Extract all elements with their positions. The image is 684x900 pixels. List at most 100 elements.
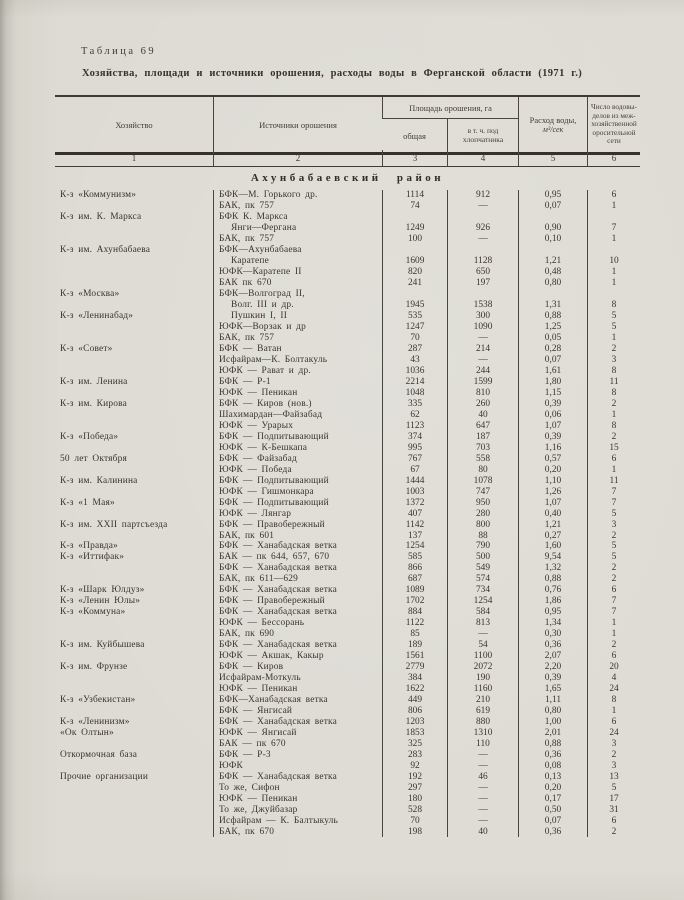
farm-name-cell <box>55 618 213 629</box>
table-row: Янги—Фергана 1249 926 0,90 7 <box>55 222 640 234</box>
cotton-area-cell: — <box>447 804 518 816</box>
table-row: К-з «Совет» БФК — Ватан 287 214 0,28 2 <box>55 343 640 355</box>
farm-name-cell: К-з «Победа» <box>60 431 119 442</box>
outlets-count-cell: 2 <box>587 398 640 410</box>
column-number-4: 4 <box>447 150 518 166</box>
irrigation-source-cell: БФК — Р-3 <box>213 749 382 761</box>
water-flow-cell: 1,07 <box>518 497 587 509</box>
cotton-area-cell: 1254 <box>447 595 518 607</box>
total-area-cell: 528 <box>382 804 447 816</box>
farm-name-cell <box>55 409 213 420</box>
total-area-cell: 287 <box>382 343 447 355</box>
water-flow-cell: 1,11 <box>518 694 587 706</box>
table-row: К-з «1 Мая» БФК — Подпитывающий 1372 950… <box>55 497 640 509</box>
header-total-area-column: общая <box>403 130 426 141</box>
total-area-cell: 325 <box>382 738 447 750</box>
outlets-count-cell: 2 <box>587 530 640 541</box>
farm-name-cell: К-з «Правда» <box>60 541 118 552</box>
total-area-cell: 1247 <box>382 321 447 333</box>
header-water-flow-label: Расход воды, <box>529 114 577 125</box>
outlets-count-cell: 24 <box>587 683 640 695</box>
water-flow-cell: 1,07 <box>518 420 587 432</box>
farm-name-cell: К-з им. Кирова <box>60 398 127 409</box>
outlets-count-cell: 8 <box>587 694 640 706</box>
irrigation-source-cell: БФК — Подпитывающий <box>213 431 382 443</box>
table-row: То же, Сифон 297 — 0,20 5 <box>55 782 640 794</box>
outlets-count-cell: 7 <box>587 222 640 234</box>
irrigation-source-cell: ЮФК — Пеникан <box>213 793 382 805</box>
farm-name-cell: К-з «Коммунизм» <box>60 190 137 201</box>
table-row: ЮФК — Гишмонкара 1003 747 1,26 7 <box>55 486 640 498</box>
table-row: ЮФК — Лянгар 407 280 0,40 5 <box>55 508 640 520</box>
farm-name-cell <box>55 234 213 245</box>
cotton-area-cell: — <box>447 760 518 772</box>
total-area-cell: 407 <box>382 508 447 520</box>
cotton-area-cell: 88 <box>447 530 518 541</box>
farm-name-cell: Откормочная база <box>60 749 138 760</box>
total-area-cell: 585 <box>382 551 447 563</box>
water-flow-cell: 0,36 <box>518 749 587 761</box>
outlets-count-cell: 11 <box>587 376 640 388</box>
cotton-area-cell: 800 <box>447 519 518 531</box>
outlets-count-cell: 10 <box>587 255 640 267</box>
total-area-cell <box>382 211 447 223</box>
total-area-cell: 449 <box>382 694 447 706</box>
header-water-flow-column: Расход воды, м³/сек <box>518 97 587 152</box>
irrigation-source-cell: ЮФК — Бессорань <box>213 617 382 629</box>
total-area-cell: 1945 <box>382 299 447 311</box>
total-area-cell: 1249 <box>382 222 447 234</box>
farm-name-cell: К-з «Узбекистан» <box>60 695 136 706</box>
water-flow-cell: 0,40 <box>518 508 587 520</box>
irrigation-source-cell: Шахимардан—Файзабад <box>213 409 382 421</box>
cotton-area-cell: — <box>447 749 518 761</box>
water-flow-cell: 0,76 <box>518 584 587 596</box>
total-area-cell: 806 <box>382 705 447 717</box>
farm-name-cell <box>55 738 213 749</box>
header-irrigation-sources-column: Источники орошения <box>213 97 382 152</box>
outlets-count-cell: 2 <box>587 826 640 838</box>
farm-name-cell: К-з им. К. Маркса <box>60 212 142 223</box>
irrigation-source-cell: БАК, пк 757 <box>213 233 382 245</box>
outlets-count-cell: 17 <box>587 793 640 805</box>
outlets-count-cell: 2 <box>587 639 640 651</box>
water-flow-cell: 2,01 <box>518 727 587 739</box>
table-row: ЮФК — Пеникан 1048 810 1,15 8 <box>55 387 640 399</box>
page-title: Хозяйства, площади и источники орошения,… <box>82 68 583 79</box>
irrigation-source-cell: БФК — Правобережный <box>213 595 382 607</box>
table-row: ЮФК — Победа 67 80 0,20 1 <box>55 464 640 476</box>
water-flow-cell: 0,07 <box>518 200 587 212</box>
irrigation-source-cell: БФК—Ахунбабаева <box>213 244 382 256</box>
irrigation-source-cell: БАК, пк 670 <box>213 826 382 838</box>
farm-name-cell: К-з им. Калинина <box>60 475 138 486</box>
table-row: БАК, пк 601 137 88 0,27 2 <box>55 530 640 541</box>
water-flow-cell: 0,13 <box>518 771 587 783</box>
irrigation-source-cell: ЮФК — Пеникан <box>213 387 382 399</box>
farm-name-cell <box>55 793 213 804</box>
total-area-cell: 884 <box>382 606 447 618</box>
cotton-area-cell: 647 <box>447 420 518 432</box>
irrigation-source-cell: ЮФК — Урарых <box>213 420 382 432</box>
header-cotton-area-column: в т. ч. под хлопчатника <box>447 119 518 152</box>
header-water-flow-unit: м³/сек <box>542 124 564 134</box>
irrigation-source-cell: ЮФК <box>213 760 382 772</box>
water-flow-cell: 1,16 <box>518 442 587 454</box>
water-flow-cell: 1,15 <box>518 387 587 399</box>
table-row: Исфайрам-Моткуль 384 190 0,39 4 <box>55 672 640 684</box>
cotton-area-cell: 558 <box>447 453 518 465</box>
farm-name-cell <box>55 530 213 541</box>
irrigation-source-cell: БАК, пк 611—629 <box>213 573 382 585</box>
outlets-count-cell: 2 <box>587 431 640 443</box>
irrigation-source-cell: БАК пк 670 <box>213 277 382 289</box>
water-flow-cell: 0,39 <box>518 672 587 684</box>
cotton-area-cell: 703 <box>447 442 518 454</box>
total-area-cell: 62 <box>382 409 447 421</box>
outlets-count-cell: 5 <box>587 508 640 520</box>
irrigation-source-cell: БФК — Правобережный <box>213 519 382 531</box>
outlets-count-cell: 4 <box>587 672 640 684</box>
water-flow-cell: 0,17 <box>518 793 587 805</box>
irrigation-source-cell: БФК — Ханабадская ветка <box>213 541 382 552</box>
outlets-count-cell: 1 <box>587 277 640 289</box>
water-flow-cell: 0,20 <box>518 464 587 476</box>
water-flow-cell: 0,36 <box>518 639 587 651</box>
water-flow-cell: 0,95 <box>518 606 587 618</box>
